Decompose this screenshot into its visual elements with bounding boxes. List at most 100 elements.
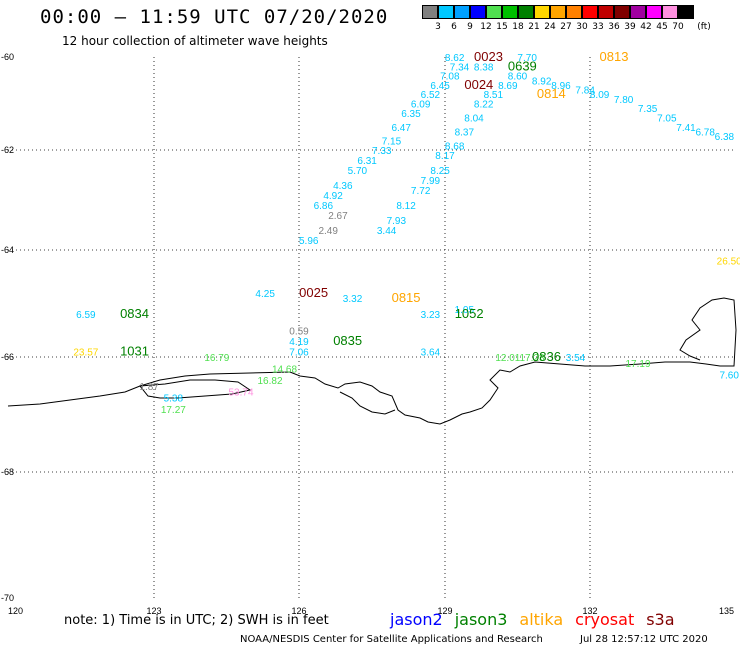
footer-note: note: 1) Time is in UTC; 2) SWH is in fe… xyxy=(64,613,329,628)
wave-height-value: 7.70 xyxy=(517,53,537,64)
credit-timestamp: Jul 28 12:57:12 UTC 2020 xyxy=(580,634,708,645)
color-scale-cell xyxy=(550,5,566,19)
wave-height-value: 6.45 xyxy=(430,81,450,92)
wave-height-value: 6.78 xyxy=(695,127,715,138)
wave-height-value: 4.36 xyxy=(333,181,353,192)
y-tick-label: -68 xyxy=(1,467,14,477)
wave-height-value: 5.38 xyxy=(164,393,184,404)
color-scale-label: 27 xyxy=(560,22,572,32)
satellite-legend-item: cryosat xyxy=(575,610,635,629)
color-scale-cell xyxy=(518,5,534,19)
y-tick-label: -62 xyxy=(1,145,14,155)
coastline-path xyxy=(139,379,252,399)
wave-height-value: 6.86 xyxy=(314,201,334,212)
antarctic-coastline xyxy=(7,297,737,425)
color-scale-cell xyxy=(422,5,438,19)
color-scale-label: 30 xyxy=(576,22,588,32)
color-scale-label: 70 xyxy=(672,22,684,32)
lat-lon-grid xyxy=(8,57,734,598)
pass-time-label: 0024 xyxy=(464,77,493,92)
color-scale-label: 42 xyxy=(640,22,652,32)
wave-height-value: 17.19 xyxy=(625,359,650,370)
wave-height-value: 2.67 xyxy=(328,211,348,222)
wave-height-value: 6.38 xyxy=(715,132,735,143)
wave-height-value: 7.35 xyxy=(638,104,658,115)
color-scale-label: 3 xyxy=(435,22,441,32)
pass-time-label: 0023 xyxy=(474,49,503,64)
color-scale-label: 45 xyxy=(656,22,668,32)
color-scale-label: 33 xyxy=(592,22,604,32)
axis-labels: 120 123 126 129 132 135 -60 -62 -64 -66 -68 -70 xyxy=(1,52,734,616)
wave-height-value: 12.01 xyxy=(495,353,520,364)
wave-height-value: 14.68 xyxy=(272,365,297,376)
wave-height-value: 7.41 xyxy=(676,123,696,134)
wave-height-value: 5.70 xyxy=(348,166,368,177)
wave-height-value: 6.35 xyxy=(401,109,421,120)
color-scale-label: 15 xyxy=(496,22,508,32)
color-scale-unit: (ft) xyxy=(697,22,711,32)
pass-time-label: 1031 xyxy=(120,344,149,359)
wave-height-value: 8.17 xyxy=(435,151,455,162)
wave-height-value: 8.38 xyxy=(474,62,494,73)
x-tick-label: 126 xyxy=(291,606,306,616)
y-tick-label: -66 xyxy=(1,352,14,362)
satellite-legend-item: jason3 xyxy=(454,610,508,629)
wave-height-value: 8.37 xyxy=(455,127,475,138)
x-tick-label: 120 xyxy=(8,606,23,616)
color-scale-label: 6 xyxy=(451,22,457,32)
color-scale-cell xyxy=(534,5,550,19)
wave-height-value: 8.04 xyxy=(464,113,484,124)
wave-height-value: 8.51 xyxy=(484,90,504,101)
color-scale-cell xyxy=(454,5,470,19)
y-tick-label: -60 xyxy=(1,52,14,62)
wave-height-value: 8.96 xyxy=(551,81,571,92)
color-scale-cell xyxy=(566,5,582,19)
chart-subtitle: 12 hour collection of altimeter wave hei… xyxy=(62,34,328,48)
color-scale-label: 21 xyxy=(528,22,540,32)
color-scale-label: 36 xyxy=(608,22,620,32)
x-tick-label: 135 xyxy=(719,606,734,616)
wave-height-value: 4.92 xyxy=(323,191,343,202)
wave-height-value: 6.09 xyxy=(411,100,431,111)
credit-line: NOAA/NESDIS Center for Satellite Applica… xyxy=(240,634,543,645)
wave-height-value: 6.52 xyxy=(421,90,441,101)
wave-height-value: 3.23 xyxy=(421,310,441,321)
color-scale-label: 9 xyxy=(467,22,473,32)
pass-time-label: 0025 xyxy=(299,285,328,300)
wave-height-value: 7.80 xyxy=(614,95,634,106)
wave-height-value: 3.32 xyxy=(343,294,363,305)
wave-height-value: 7.93 xyxy=(387,216,407,227)
wave-height-value: 7.15 xyxy=(382,137,402,148)
wave-height-value: 0.59 xyxy=(289,326,309,337)
satellite-legend-item: altika xyxy=(519,610,564,629)
wave-height-value: 26.50 xyxy=(717,257,740,268)
x-tick-label: 132 xyxy=(582,606,597,616)
pass-time-label: 0815 xyxy=(392,290,421,305)
wave-height-value: 53.74 xyxy=(228,388,253,399)
pass-time-label: 0836 xyxy=(532,349,561,364)
wave-height-value: 1.87 xyxy=(139,382,159,393)
color-scale-cell xyxy=(438,5,454,19)
color-scale-label: 24 xyxy=(544,22,556,32)
wave-height-value: 16.82 xyxy=(257,376,282,387)
pass-time-label: 0639 xyxy=(508,58,537,73)
wave-height-value: 8.68 xyxy=(445,141,465,152)
wave-height-value: 7.60 xyxy=(719,370,739,381)
pass-time-label: 0834 xyxy=(120,306,149,321)
wave-height-value: 8.92 xyxy=(532,76,552,87)
color-scale-label: 12 xyxy=(480,22,492,32)
color-scale-cell xyxy=(614,5,630,19)
wave-height-value: 8.12 xyxy=(396,201,416,212)
wave-height-points: 8.62 0023 7.70 0813 7.34 8.38 0639 7.08 8.60 6.45… xyxy=(73,49,740,416)
wave-height-value: 7.84 xyxy=(575,86,595,97)
wave-height-value: 3.44 xyxy=(377,226,397,237)
wave-height-value: 8.62 xyxy=(445,53,465,64)
pass-time-label: 1052 xyxy=(455,306,484,321)
color-scale-label: 39 xyxy=(624,22,636,32)
wave-height-value: 8.22 xyxy=(474,100,494,111)
wave-height-value: 7.33 xyxy=(372,146,392,157)
pass-time-label: 0814 xyxy=(537,86,566,101)
wave-height-value: 7.99 xyxy=(421,176,441,187)
wave-height-value: 6.47 xyxy=(391,123,411,134)
